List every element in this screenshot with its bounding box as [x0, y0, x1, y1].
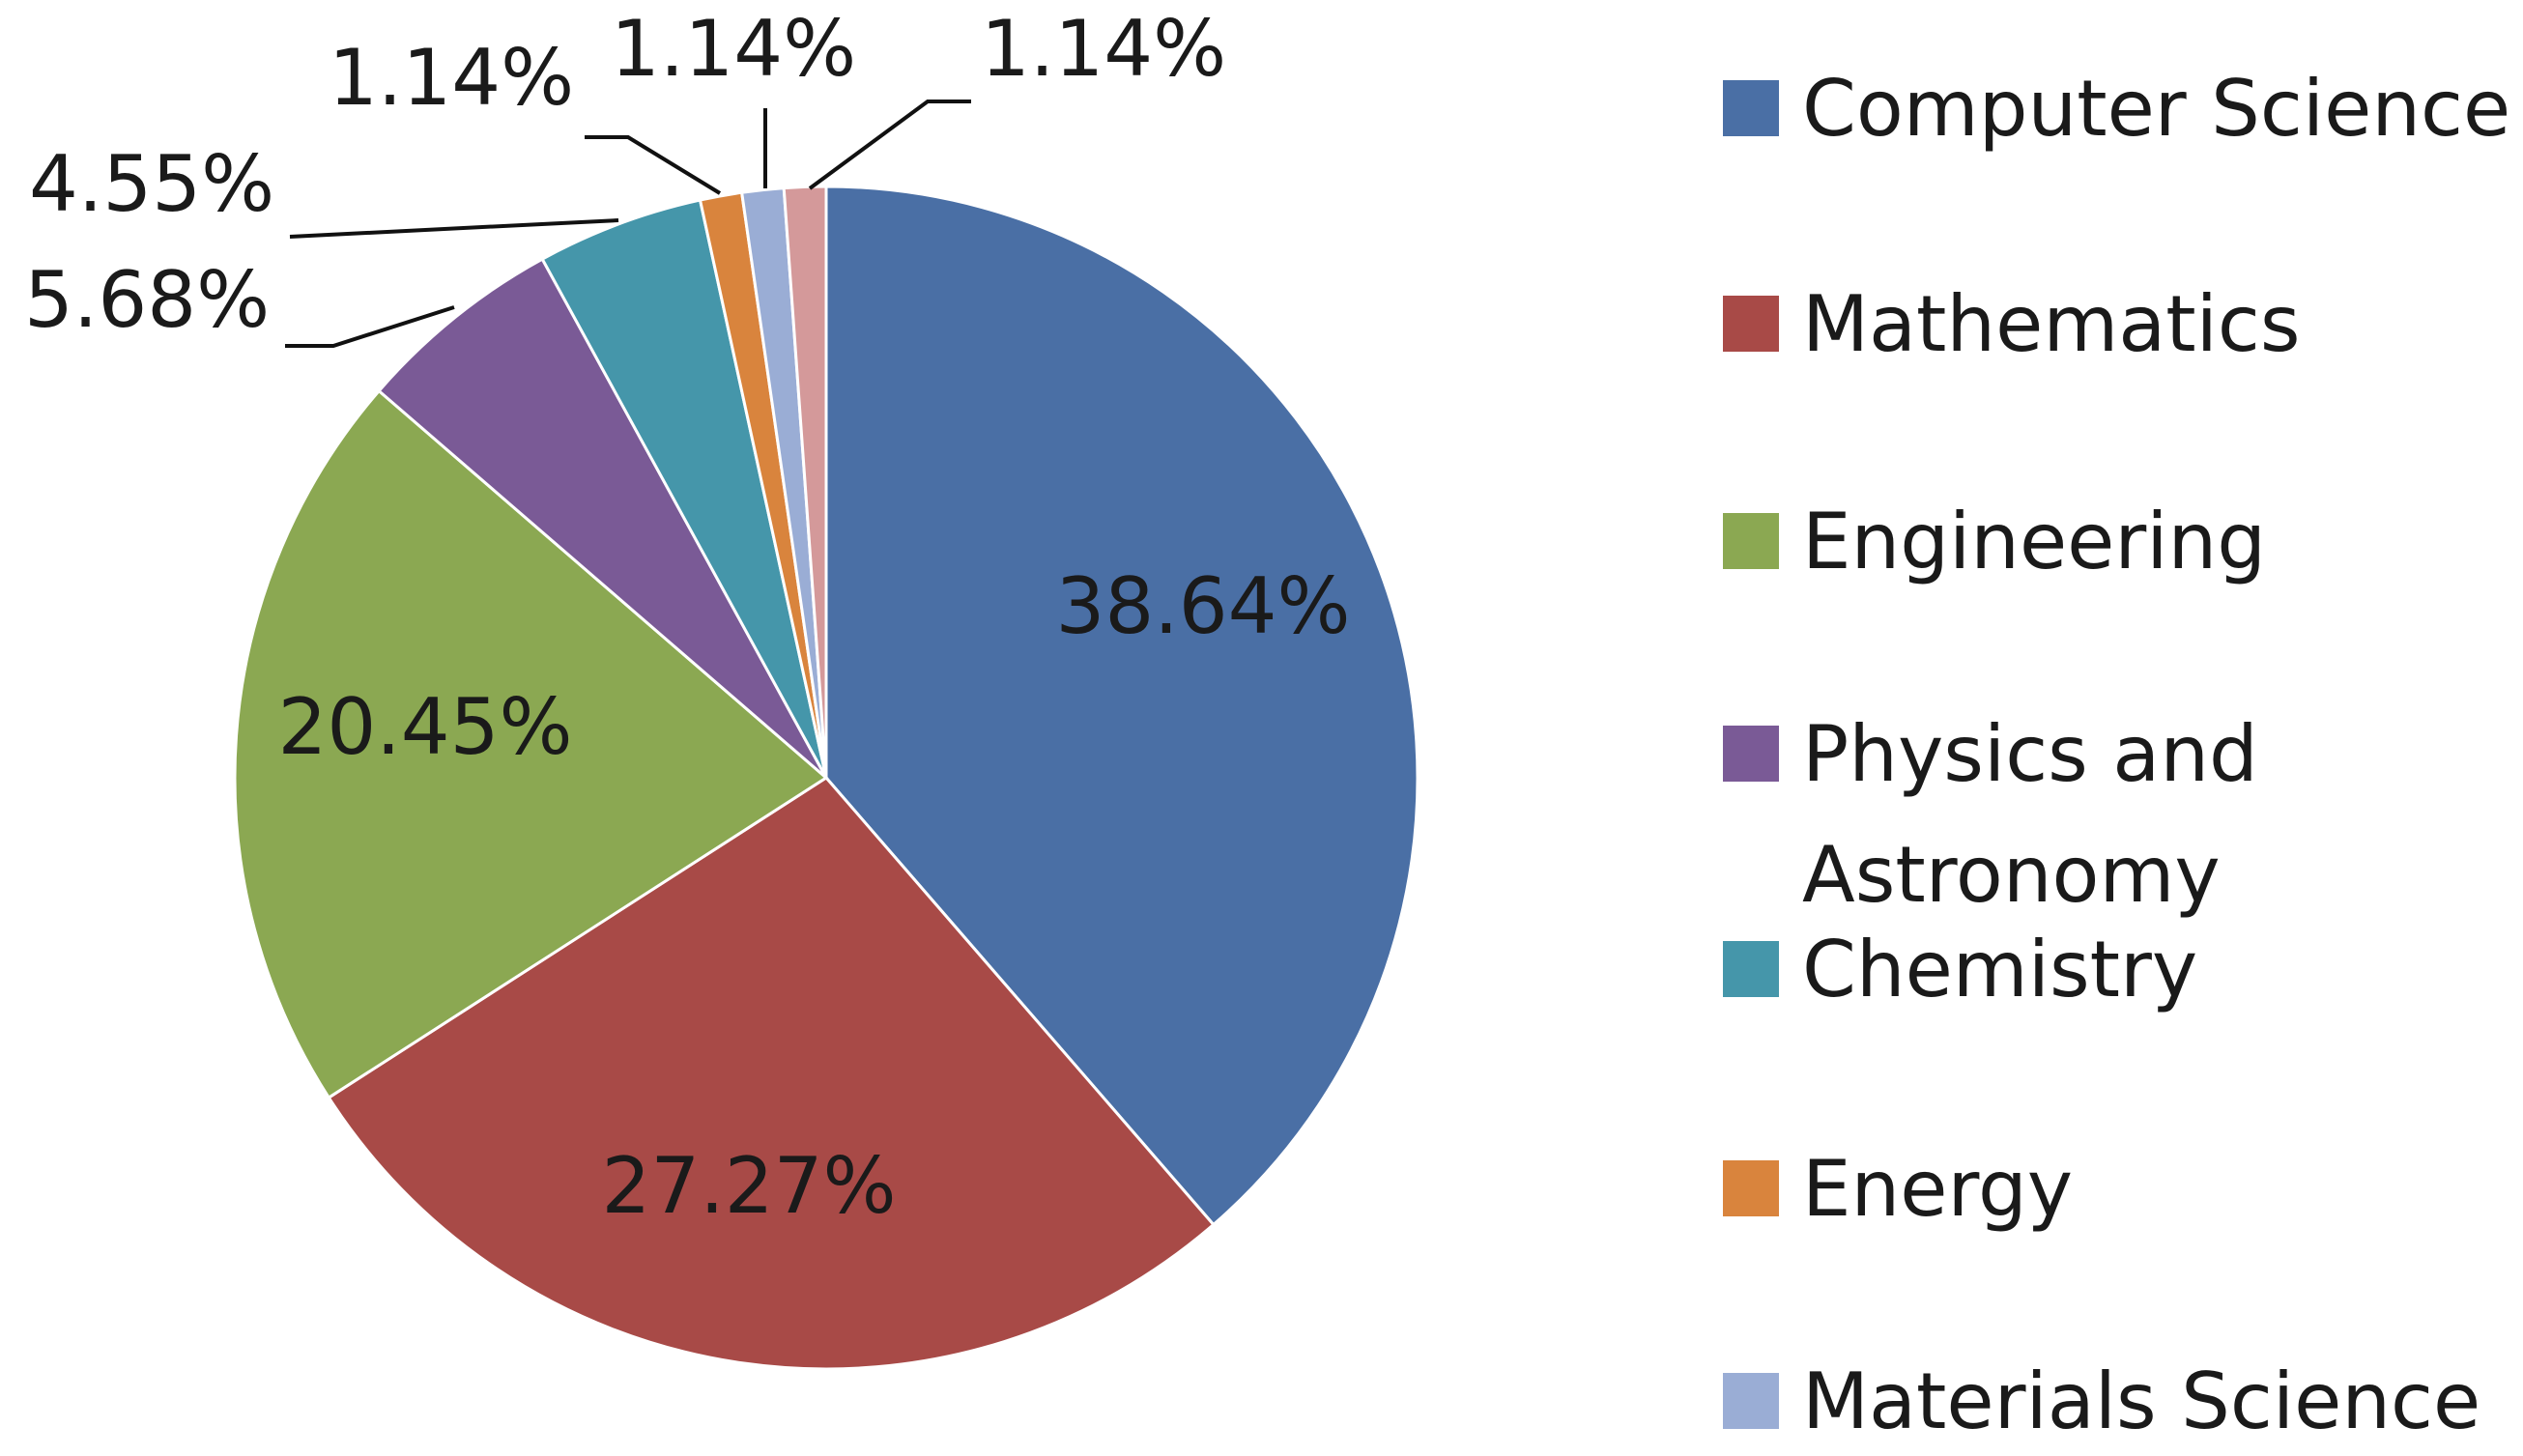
data-label: 1.14% — [981, 4, 1226, 94]
data-label: 1.14% — [329, 33, 574, 123]
legend-entry: Engineering — [1802, 497, 2266, 586]
leader-line — [585, 135, 722, 195]
data-label: 38.64% — [1055, 561, 1350, 651]
pie-slice — [782, 185, 828, 779]
pie-slice — [327, 776, 1216, 1371]
data-label: 27.27% — [601, 1141, 896, 1231]
pie-slice — [377, 257, 828, 780]
legend-swatch — [1723, 941, 1779, 997]
leader-line — [285, 305, 455, 348]
pie-slice — [540, 198, 828, 779]
legend-swatch — [1723, 726, 1779, 782]
leader-line — [289, 218, 619, 239]
leader-line — [808, 100, 971, 190]
data-label: 5.68% — [24, 255, 270, 345]
legend-swatch — [1723, 1373, 1779, 1429]
legend-entry: Computer Science — [1802, 64, 2510, 154]
legend-entry: Materials Science — [1802, 1356, 2480, 1446]
legend-swatch — [1723, 513, 1779, 569]
data-label: 1.14% — [611, 4, 856, 94]
legend-swatch — [1723, 80, 1779, 136]
legend-entry: Chemistry — [1802, 925, 2197, 1014]
legend-entry: Energy — [1802, 1144, 2073, 1234]
pie-slice — [233, 388, 829, 1100]
legend-entry: Physics and Astronomy — [1802, 709, 2258, 920]
pie-slice — [824, 185, 1419, 1227]
data-label: 20.45% — [277, 682, 572, 772]
data-label: 4.55% — [29, 139, 274, 229]
legend-entry: Mathematics — [1802, 279, 2301, 369]
legend-swatch — [1723, 296, 1779, 352]
legend-swatch — [1723, 1160, 1779, 1216]
